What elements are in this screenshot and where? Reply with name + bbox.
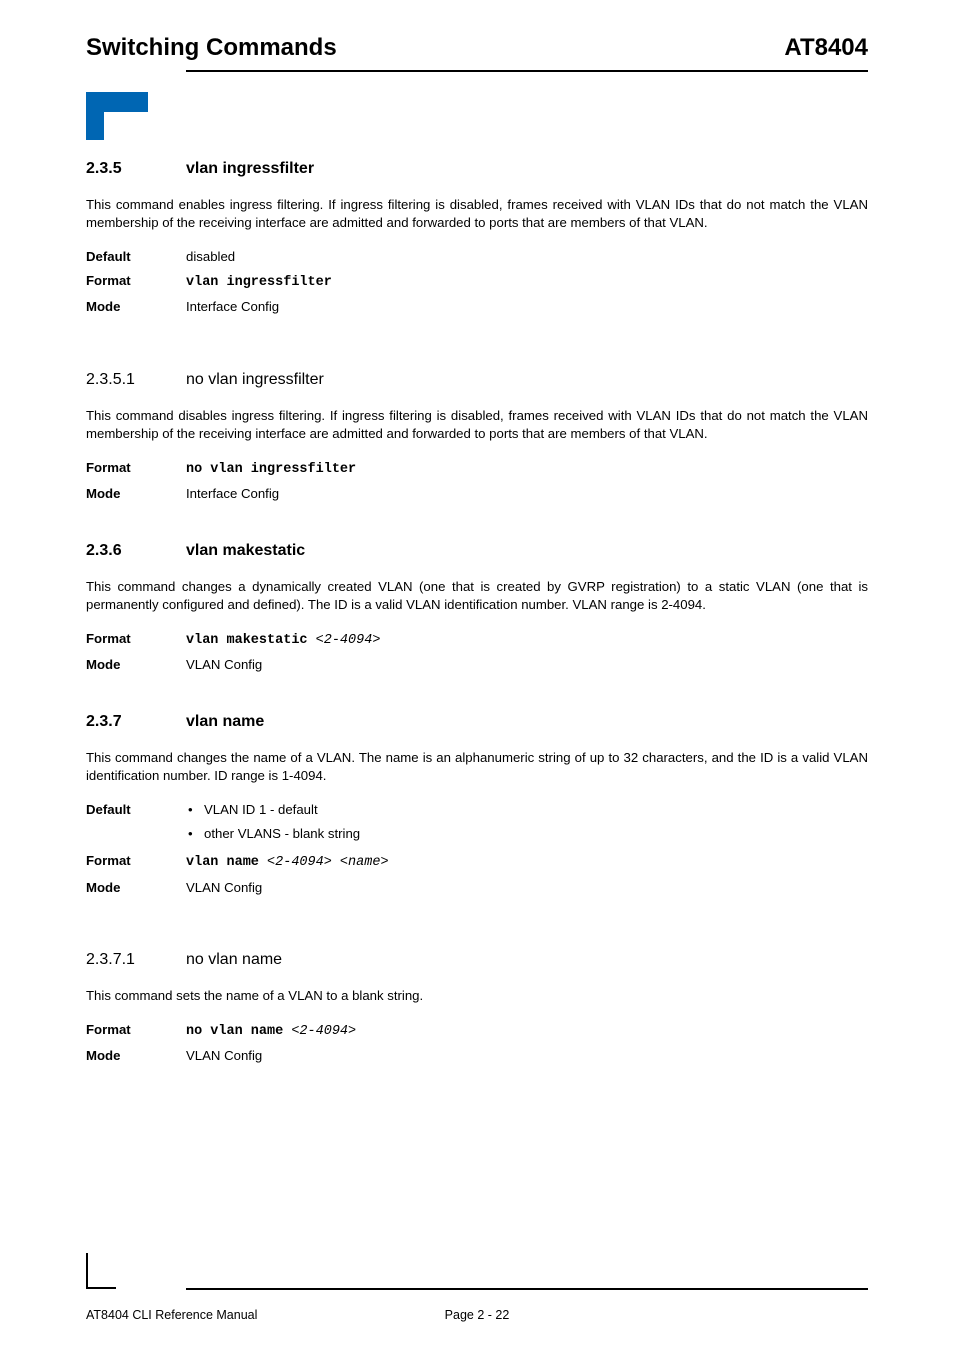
attribute-key: Mode xyxy=(86,1046,186,1066)
body-paragraph: This command disables ingress filtering.… xyxy=(86,407,868,444)
heading-title: vlan ingressfilter xyxy=(186,160,314,178)
page-header: Switching Commands AT8404 xyxy=(86,34,868,62)
attribute-key: Default xyxy=(86,247,186,267)
attribute-text: Interface Config xyxy=(186,486,279,501)
attribute-value: no vlan name <2-4094> xyxy=(186,1020,868,1042)
heading-title: no vlan ingressfilter xyxy=(186,371,324,389)
attribute-key: Mode xyxy=(86,484,186,504)
header-left: Switching Commands xyxy=(86,34,337,62)
format-command: no vlan name xyxy=(186,1024,283,1039)
attribute-key: Mode xyxy=(86,297,186,317)
bullet-item: VLAN ID 1 - default xyxy=(186,800,868,820)
attribute-value: Interface Config xyxy=(186,484,868,504)
attribute-row: Formatvlan name <2-4094> <name> xyxy=(86,851,868,873)
subsection-heading: 2.3.5.1no vlan ingressfilter xyxy=(86,371,868,389)
attribute-table: DefaultVLAN ID 1 - default other VLANS - … xyxy=(86,800,868,898)
brand-logo xyxy=(86,92,868,140)
attribute-value: VLAN Config xyxy=(186,655,868,675)
attribute-table: Formatvlan makestatic <2-4094>ModeVLAN C… xyxy=(86,629,868,675)
body-paragraph: This command changes a dynamically creat… xyxy=(86,578,868,615)
footer-center: Page 2 - 22 xyxy=(86,1308,868,1322)
subsection-heading: 2.3.7.1no vlan name xyxy=(86,951,868,969)
attribute-key: Format xyxy=(86,1020,186,1040)
format-argument: <2-4094> xyxy=(283,1024,356,1039)
heading-number: 2.3.5.1 xyxy=(86,371,186,389)
attribute-key: Mode xyxy=(86,878,186,898)
attribute-value: VLAN Config xyxy=(186,1046,868,1066)
body-paragraph: This command changes the name of a VLAN.… xyxy=(86,749,868,786)
format-command: no vlan ingressfilter xyxy=(186,462,356,477)
attribute-key: Format xyxy=(86,271,186,291)
format-command: vlan makestatic xyxy=(186,633,308,648)
attribute-value: VLAN ID 1 - default other VLANS - blank s… xyxy=(186,800,868,848)
section-heading: 2.3.5vlan ingressfilter xyxy=(86,160,868,178)
format-argument: <2-4094> xyxy=(308,633,381,648)
attribute-table: Formatno vlan name <2-4094>ModeVLAN Conf… xyxy=(86,1020,868,1066)
attribute-value: vlan name <2-4094> <name> xyxy=(186,851,868,873)
attribute-text: VLAN Config xyxy=(186,880,262,895)
attribute-key: Mode xyxy=(86,655,186,675)
section-heading: 2.3.7vlan name xyxy=(86,713,868,731)
section-heading: 2.3.6vlan makestatic xyxy=(86,542,868,560)
attribute-text: Interface Config xyxy=(186,299,279,314)
format-command: vlan ingressfilter xyxy=(186,275,332,290)
heading-number: 2.3.7 xyxy=(86,713,186,731)
header-rule xyxy=(86,70,868,72)
format-argument: <2-4094> <name> xyxy=(259,855,389,870)
attribute-table: DefaultdisabledFormatvlan ingressfilterM… xyxy=(86,247,868,317)
attribute-key: Default xyxy=(86,800,186,820)
format-command: vlan name xyxy=(186,855,259,870)
header-right: AT8404 xyxy=(784,34,868,62)
attribute-row: ModeVLAN Config xyxy=(86,655,868,675)
attribute-row: DefaultVLAN ID 1 - default other VLANS - … xyxy=(86,800,868,848)
attribute-row: Formatno vlan name <2-4094> xyxy=(86,1020,868,1042)
attribute-row: ModeInterface Config xyxy=(86,297,868,317)
footer-area: AT8404 CLI Reference Manual Page 2 - 22 xyxy=(86,1243,868,1322)
heading-number: 2.3.5 xyxy=(86,160,186,178)
attribute-value: VLAN Config xyxy=(186,878,868,898)
attribute-key: Format xyxy=(86,851,186,871)
heading-title: vlan name xyxy=(186,713,264,731)
heading-title: no vlan name xyxy=(186,951,282,969)
attribute-key: Format xyxy=(86,458,186,478)
body-paragraph: This command enables ingress filtering. … xyxy=(86,196,868,233)
attribute-row: ModeVLAN Config xyxy=(86,1046,868,1066)
attribute-row: Formatvlan ingressfilter xyxy=(86,271,868,293)
attribute-value: Interface Config xyxy=(186,297,868,317)
attribute-row: ModeVLAN Config xyxy=(86,878,868,898)
attribute-value: no vlan ingressfilter xyxy=(186,458,868,480)
attribute-value: disabled xyxy=(186,247,868,267)
attribute-key: Format xyxy=(86,629,186,649)
attribute-row: Formatvlan makestatic <2-4094> xyxy=(86,629,868,651)
attribute-row: ModeInterface Config xyxy=(86,484,868,504)
attribute-row: Defaultdisabled xyxy=(86,247,868,267)
attribute-value: vlan ingressfilter xyxy=(186,271,868,293)
heading-number: 2.3.6 xyxy=(86,542,186,560)
bullet-item: other VLANS - blank string xyxy=(186,824,868,844)
attribute-text: disabled xyxy=(186,249,235,264)
heading-title: vlan makestatic xyxy=(186,542,305,560)
attribute-value: vlan makestatic <2-4094> xyxy=(186,629,868,651)
attribute-row: Formatno vlan ingressfilter xyxy=(86,458,868,480)
body-paragraph: This command sets the name of a VLAN to … xyxy=(86,987,868,1005)
attribute-text: VLAN Config xyxy=(186,1048,262,1063)
attribute-text: VLAN Config xyxy=(186,657,262,672)
bullet-list: VLAN ID 1 - default other VLANS - blank s… xyxy=(186,800,868,844)
heading-number: 2.3.7.1 xyxy=(86,951,186,969)
footer-bracket-icon xyxy=(86,1253,116,1298)
attribute-table: Formatno vlan ingressfilterModeInterface… xyxy=(86,458,868,504)
